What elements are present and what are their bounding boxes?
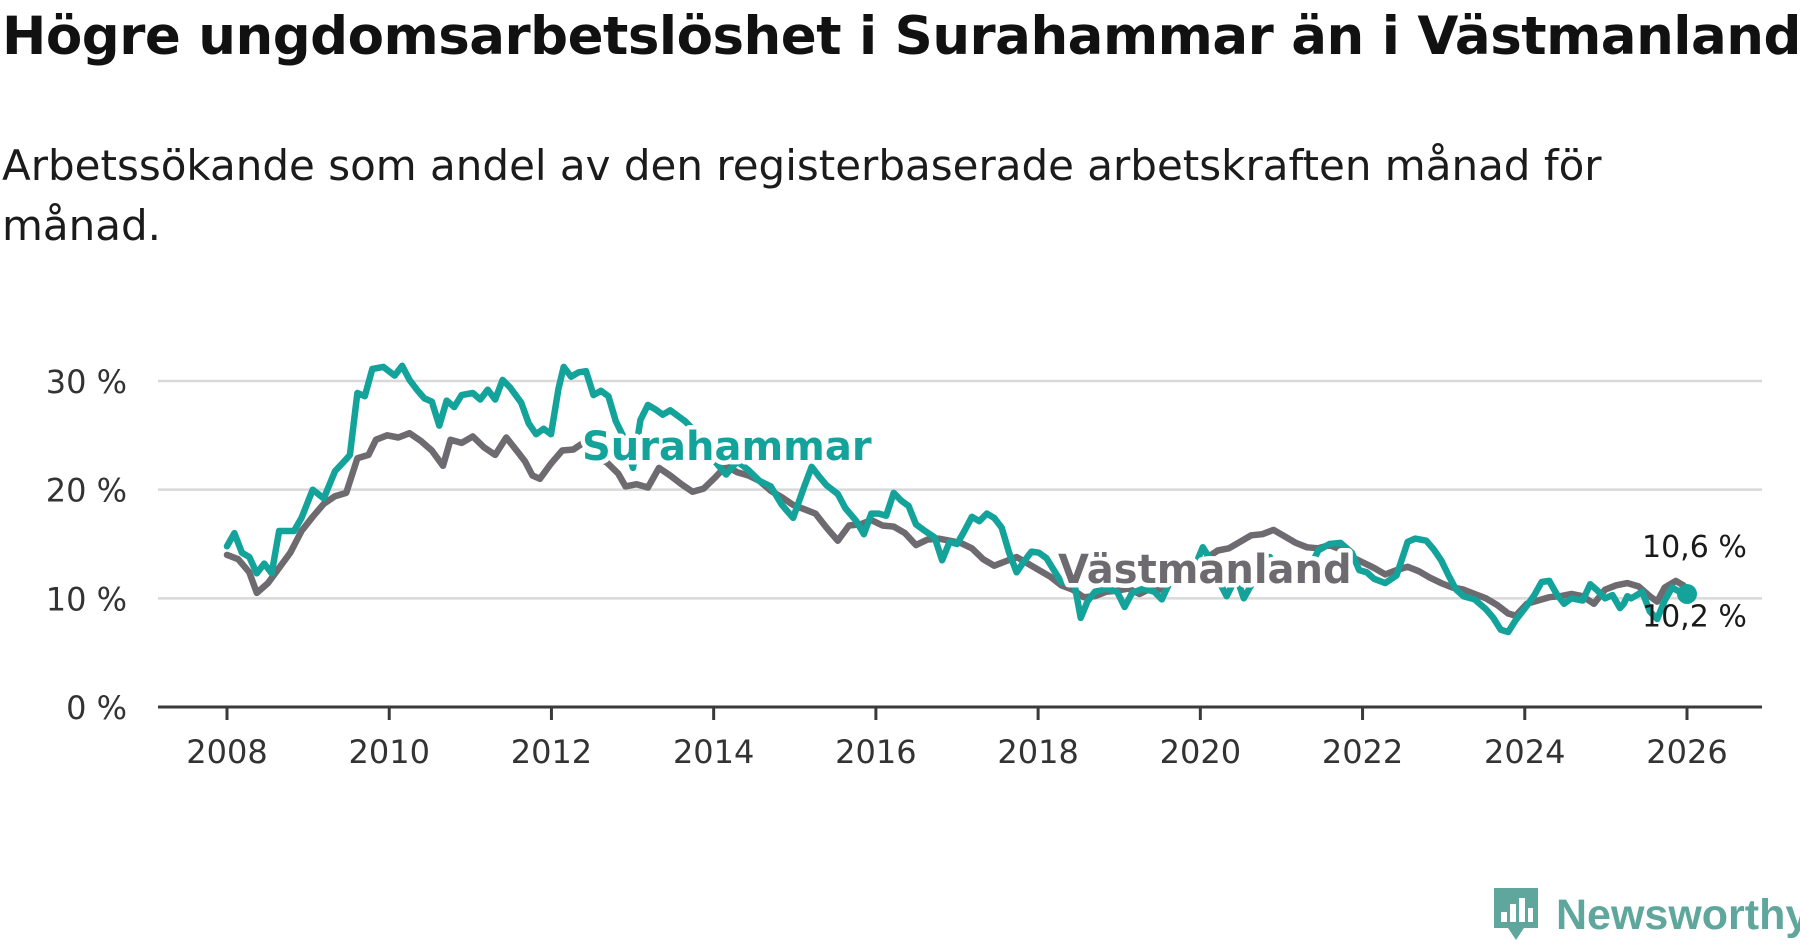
newsworthy-logo-text: Newsworthy [1556,890,1800,939]
end-label-surahammar: 10,2 % [1642,600,1747,635]
x-tick-label: 2026 [1646,733,1727,771]
y-axis-tick-labels: 0 % 10 % 20 % 30 % [46,363,127,727]
annotation-vastmanland: Västmanland [1058,547,1352,593]
x-tick-label: 2018 [997,733,1078,771]
chart-title: Högre ungdomsarbetslöshet i Surahammar ä… [2,6,1800,67]
series-line-surahammar [223,362,1691,636]
x-tick-label: 2022 [1322,733,1403,771]
x-tick-label: 2024 [1484,733,1565,771]
y-tick-label: 20 % [46,472,127,510]
x-tick-label: 2020 [1160,733,1241,771]
x-tick-label: 2016 [835,733,916,771]
newsworthy-logo-icon [1494,888,1538,940]
annotation-surahammar: Surahammar [582,424,872,470]
gridlines [158,379,1762,600]
chart-subtitle: Arbetssökande som andel av den registerb… [2,141,1602,250]
y-tick-label: 30 % [46,363,127,401]
y-tick-label: 0 % [66,689,127,727]
x-axis: 2008 2010 2012 2014 2016 2018 2020 2022 2024 2026 [158,705,1762,771]
y-tick-label: 10 % [46,580,127,618]
x-tick-label: 2010 [349,733,430,771]
series-line-vastmanland [223,429,1691,619]
end-label-vastmanland: 10,6 % [1642,530,1747,565]
x-tick-label: 2008 [186,733,267,771]
x-tick-label: 2012 [511,733,592,771]
x-tick-label: 2014 [673,733,754,771]
series-lines [223,362,1697,636]
newsworthy-logo[interactable]: Newsworthy [1490,880,1800,950]
series-labels: 10,6 % 10,2 % Surahammar Västmanland [578,420,1747,635]
end-point-marker [1677,583,1697,604]
